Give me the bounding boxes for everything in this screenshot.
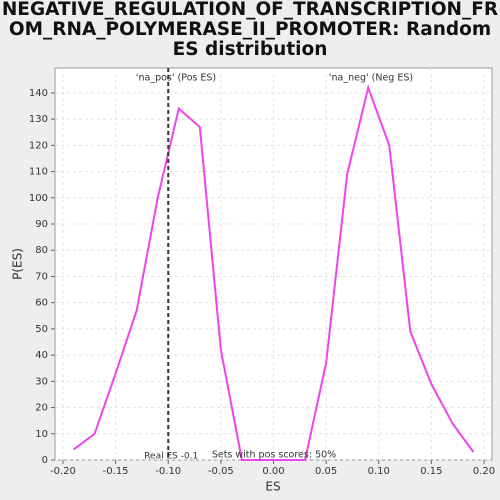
y-tick-label: 20 — [35, 403, 48, 414]
x-tick-label: -0.10 — [155, 466, 181, 477]
annotation: Sets with pos scores: 50% — [212, 450, 336, 461]
y-tick-label: 90 — [35, 219, 48, 230]
x-tick-label: 0.05 — [315, 466, 337, 477]
y-tick-label: 70 — [35, 271, 48, 282]
x-tick-label: 0.15 — [420, 466, 442, 477]
y-tick-label: 120 — [29, 140, 48, 151]
y-tick-label: 0 — [42, 455, 48, 466]
annotation: 'na_neg' (Neg ES) — [329, 73, 413, 84]
y-tick-label: 110 — [29, 167, 48, 178]
y-tick-label: 10 — [35, 429, 48, 440]
plot-area — [54, 67, 493, 461]
x-tick-label: 0.00 — [262, 466, 284, 477]
y-tick-label: 50 — [35, 324, 48, 335]
x-axis-label: ES — [265, 480, 280, 494]
x-tick-label: 0.20 — [473, 466, 495, 477]
y-tick-label: 30 — [35, 376, 48, 387]
y-axis-label: P(ES) — [11, 248, 25, 280]
y-tick-label: 100 — [29, 193, 48, 204]
y-tick-label: 140 — [29, 88, 48, 99]
y-tick-label: 80 — [35, 245, 48, 256]
chart-title: NEGATIVE_REGULATION_OF_TRANSCRIPTION_FRO… — [1, 0, 499, 60]
x-tick-label: 0.10 — [368, 466, 390, 477]
data-line — [72, 84, 475, 461]
x-tick-label: -0.20 — [50, 466, 76, 477]
y-tick-label: 60 — [35, 298, 48, 309]
y-tick-label: 130 — [29, 114, 48, 125]
x-tick-label: -0.05 — [208, 466, 234, 477]
y-tick-label: 40 — [35, 350, 48, 361]
real-es-label: Real ES -0.1 — [144, 452, 198, 462]
annotation: 'na_pos' (Pos ES) — [136, 73, 216, 84]
x-tick-label: -0.15 — [103, 466, 129, 477]
